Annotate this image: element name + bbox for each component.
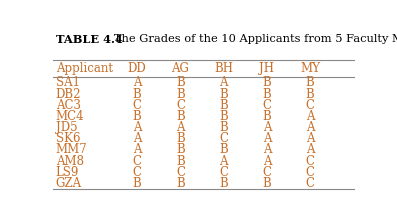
Text: SK6: SK6	[56, 132, 80, 145]
Text: C: C	[306, 177, 315, 190]
Text: A: A	[220, 155, 228, 168]
Text: AC3: AC3	[56, 99, 81, 112]
Text: SA1: SA1	[56, 77, 80, 89]
Text: A: A	[133, 77, 141, 89]
Text: GZA: GZA	[56, 177, 82, 190]
Text: MM7: MM7	[56, 143, 87, 156]
Text: A: A	[306, 143, 314, 156]
Text: C: C	[133, 99, 142, 112]
Text: B: B	[306, 77, 314, 89]
Text: B: B	[176, 132, 185, 145]
Text: B: B	[262, 88, 271, 100]
Text: A: A	[176, 121, 185, 134]
Text: A: A	[263, 121, 271, 134]
Text: B: B	[133, 88, 141, 100]
Text: C: C	[306, 155, 315, 168]
Text: A: A	[263, 132, 271, 145]
Text: C: C	[176, 99, 185, 112]
Text: C: C	[262, 99, 272, 112]
Text: B: B	[133, 110, 141, 123]
Text: C: C	[219, 166, 228, 179]
Text: B: B	[219, 177, 228, 190]
Text: AG: AG	[172, 62, 189, 75]
Text: C: C	[133, 166, 142, 179]
Text: B: B	[133, 177, 141, 190]
Text: A: A	[263, 155, 271, 168]
Text: B: B	[219, 99, 228, 112]
Text: B: B	[176, 110, 185, 123]
Text: A: A	[133, 143, 141, 156]
Text: A: A	[306, 110, 314, 123]
Text: LS9: LS9	[56, 166, 79, 179]
Text: AM8: AM8	[56, 155, 84, 168]
Text: B: B	[219, 121, 228, 134]
Text: B: B	[262, 110, 271, 123]
Text: C: C	[133, 155, 142, 168]
Text: B: B	[176, 155, 185, 168]
Text: A: A	[306, 132, 314, 145]
Text: DB2: DB2	[56, 88, 81, 100]
Text: TABLE 4.4: TABLE 4.4	[56, 34, 123, 45]
Text: B: B	[262, 77, 271, 89]
Text: A: A	[263, 143, 271, 156]
Text: DD: DD	[128, 62, 146, 75]
Text: C: C	[306, 166, 315, 179]
Text: B: B	[176, 177, 185, 190]
Text: B: B	[219, 110, 228, 123]
Text: C: C	[219, 132, 228, 145]
Text: C: C	[306, 99, 315, 112]
Text: A: A	[133, 121, 141, 134]
Text: B: B	[176, 88, 185, 100]
Text: MY: MY	[300, 62, 320, 75]
Text: B: B	[306, 88, 314, 100]
Text: A: A	[220, 77, 228, 89]
Text: Applicant: Applicant	[56, 62, 113, 75]
Text: JH: JH	[259, 62, 274, 75]
Text: B: B	[262, 177, 271, 190]
Text: B: B	[219, 88, 228, 100]
Text: B: B	[219, 143, 228, 156]
Text: The Grades of the 10 Applicants from 5 Faculty Members.: The Grades of the 10 Applicants from 5 F…	[104, 34, 397, 44]
Text: BH: BH	[214, 62, 233, 75]
Text: MC4: MC4	[56, 110, 85, 123]
Text: A: A	[133, 132, 141, 145]
Text: C: C	[176, 166, 185, 179]
Text: JD5: JD5	[56, 121, 77, 134]
Text: A: A	[306, 121, 314, 134]
Text: B: B	[176, 143, 185, 156]
Text: C: C	[262, 166, 272, 179]
Text: B: B	[176, 77, 185, 89]
